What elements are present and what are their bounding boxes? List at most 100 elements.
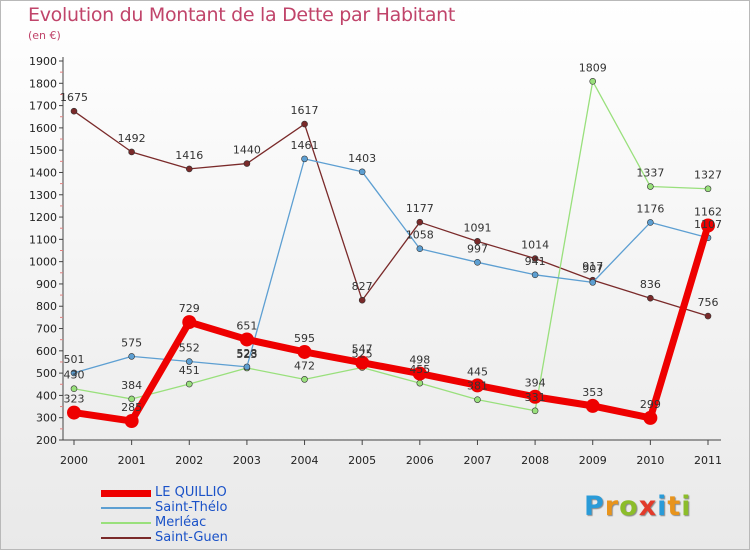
series-point-0: [182, 315, 197, 330]
data-label-3: 1014: [521, 239, 549, 252]
data-label-0: 729: [179, 302, 200, 315]
data-label-1: 1176: [636, 202, 664, 215]
data-label-2: 1327: [694, 169, 722, 182]
series-point-3: [243, 160, 251, 167]
series-point-3: [704, 312, 712, 320]
legend-label: Saint-Thélo: [155, 500, 228, 515]
data-label-1: 1107: [694, 218, 722, 231]
data-label-0: 1162: [694, 206, 722, 219]
series-point-0: [470, 378, 485, 393]
series-point-1: [243, 363, 251, 371]
series-point-1: [416, 245, 424, 253]
logo-letter: r: [604, 491, 620, 522]
x-tick-label: 2007: [463, 454, 491, 467]
series-point-2: [70, 385, 78, 393]
y-tick-label: 500: [36, 367, 57, 380]
x-tick-label: 2001: [118, 454, 146, 467]
data-label-1: 907: [582, 262, 603, 275]
data-label-0: 323: [64, 393, 85, 406]
series-point-1: [531, 271, 539, 279]
data-label-1: 941: [525, 255, 546, 268]
data-label-3: 756: [698, 296, 719, 309]
series-point-0: [643, 410, 658, 425]
series-point-3: [416, 218, 424, 226]
data-label-0: 394: [525, 377, 546, 390]
series-point-3: [647, 294, 654, 302]
x-tick-label: 2005: [348, 454, 376, 467]
x-tick-label: 2000: [60, 454, 88, 467]
series-line-3: [73, 110, 709, 317]
data-label-2: 381: [467, 380, 488, 393]
series-point-1: [301, 155, 308, 163]
y-tick-label: 1600: [29, 122, 57, 135]
series-point-1: [70, 369, 78, 377]
data-label-2: 451: [179, 364, 200, 377]
series-point-0: [701, 218, 715, 233]
x-tick-label: 2003: [233, 454, 261, 467]
series-point-0: [528, 389, 543, 404]
y-tick-label: 1700: [29, 100, 57, 113]
series-point-2: [185, 380, 193, 388]
series-point-2: [301, 376, 308, 383]
y-tick-label: 1000: [29, 256, 57, 269]
series-line-2: [73, 80, 709, 412]
y-tick-label: 1400: [29, 166, 57, 179]
data-label-3: 1440: [233, 144, 261, 157]
y-tick-label: 800: [36, 300, 57, 313]
y-tick-label: 400: [36, 389, 57, 402]
data-label-1: 528: [236, 347, 257, 360]
series-point-0: [355, 355, 370, 370]
legend-swatch: [101, 537, 151, 539]
data-label-0: 353: [582, 386, 603, 399]
data-label-1: 575: [121, 336, 142, 349]
data-label-3: 827: [352, 280, 373, 293]
series-point-2: [416, 379, 424, 387]
series-point-2: [128, 395, 135, 403]
data-label-3: 1617: [291, 104, 319, 117]
series-point-3: [358, 296, 366, 304]
data-label-3: 836: [640, 278, 661, 291]
data-label-3: 1177: [406, 202, 434, 215]
series-point-3: [185, 165, 193, 173]
data-label-3: 1416: [175, 149, 203, 162]
data-label-0: 498: [409, 354, 430, 367]
proxiti-logo: Proxiti: [584, 491, 692, 522]
series-point-3: [474, 238, 481, 245]
data-label-1: 997: [467, 242, 488, 255]
series-point-3: [128, 148, 135, 156]
y-tick-label: 1800: [29, 77, 57, 90]
data-label-0: 445: [467, 365, 488, 378]
data-label-2: 1809: [579, 61, 607, 74]
series-point-2: [647, 183, 654, 190]
series-point-1: [185, 358, 193, 365]
y-tick-label: 300: [36, 412, 57, 425]
y-tick-label: 900: [36, 278, 57, 291]
data-label-2: 455: [409, 363, 430, 376]
logo-letter: P: [584, 491, 605, 522]
y-tick-label: 1500: [29, 144, 57, 157]
series-point-2: [531, 407, 539, 415]
logo-letter: i: [681, 491, 692, 522]
data-label-2: 472: [294, 359, 315, 372]
logo-letter: t: [667, 491, 682, 522]
data-label-2: 430: [64, 369, 85, 382]
x-tick-label: 2009: [579, 454, 607, 467]
data-label-2: 1337: [636, 167, 664, 180]
series-point-1: [589, 279, 597, 286]
data-label-3: 1091: [463, 221, 491, 234]
logo-letter: o: [619, 491, 639, 522]
legend-label: Merléac: [155, 515, 207, 530]
data-label-0: 651: [236, 319, 257, 332]
y-tick-label: 1200: [29, 211, 57, 224]
legend-swatch: [101, 507, 151, 509]
series-point-3: [70, 107, 78, 115]
data-label-2: 331: [525, 391, 546, 404]
series-point-3: [301, 120, 308, 128]
data-label-2: 523: [236, 348, 257, 361]
y-tick-label: 700: [36, 323, 57, 336]
legend-label: Saint-Guen: [155, 530, 228, 545]
series-point-1: [647, 219, 654, 226]
data-label-0: 595: [294, 332, 315, 345]
series-line-0: [73, 224, 712, 425]
